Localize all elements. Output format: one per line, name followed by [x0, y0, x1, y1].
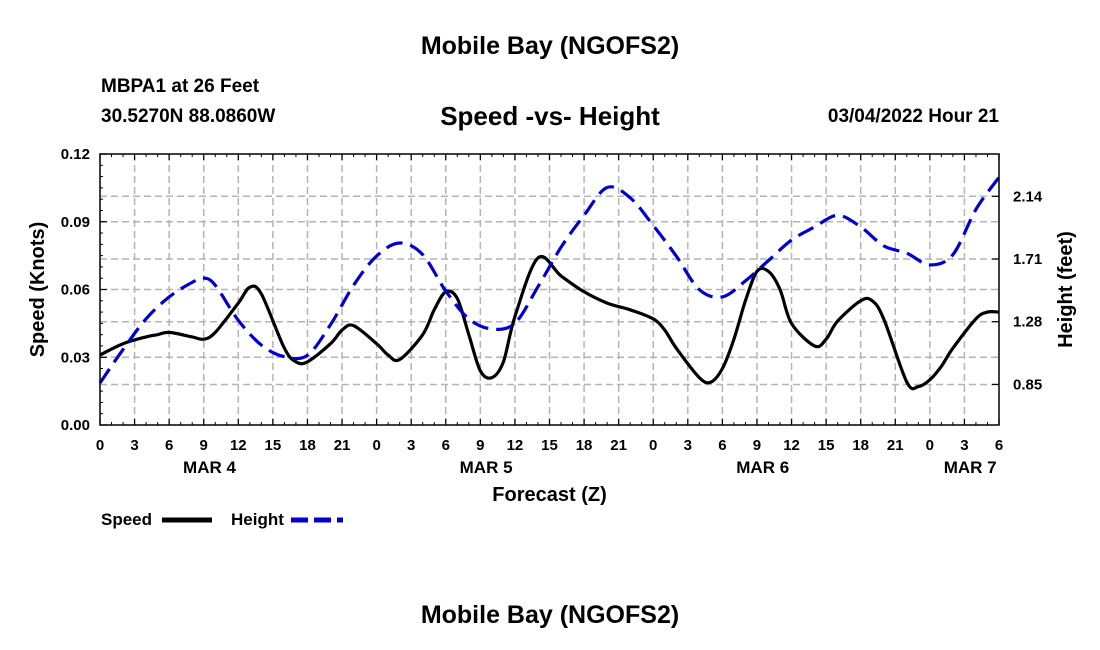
station-coords: 30.5270N 88.0860W	[101, 106, 276, 127]
day-label: MAR 5	[460, 458, 513, 477]
grid-lines	[100, 154, 999, 425]
x-tick-label: 12	[783, 437, 800, 454]
y2-tick-label: 1.28	[1013, 314, 1042, 331]
y2-tick-label: 2.14	[1013, 188, 1043, 205]
x-tick-label: 9	[753, 437, 761, 454]
x-tick-label: 6	[442, 437, 450, 454]
day-label: MAR 4	[183, 458, 236, 477]
y-tick-label: 0.09	[61, 214, 90, 231]
axis-labels: 0 3 6 9 12 15 18 21 0 3 6 9 12 15 18 21 0 3 6 9 12 15 18 21 0 3 6 0…	[27, 146, 1077, 506]
axis-ticks	[99, 153, 1000, 426]
x-tick-label: 15	[818, 437, 835, 454]
x-tick-label: 6	[995, 437, 1003, 454]
x-tick-label: 18	[852, 437, 869, 454]
y-tick-label: 0.03	[61, 349, 90, 366]
x-tick-label: 15	[265, 437, 282, 454]
y2-tick-label: 1.71	[1013, 251, 1042, 268]
x-tick-label: 3	[407, 437, 415, 454]
day-label: MAR 7	[944, 458, 997, 477]
x-tick-label: 21	[334, 437, 351, 454]
x-tick-label: 6	[165, 437, 173, 454]
legend-height-label: Height	[231, 510, 284, 529]
legend-speed-label: Speed	[101, 510, 152, 529]
y-axis-title: Speed (Knots)	[27, 222, 49, 358]
x-tick-label: 21	[887, 437, 904, 454]
legend: Speed Height	[101, 510, 343, 529]
x-tick-label: 9	[200, 437, 208, 454]
x-tick-label: 0	[649, 437, 657, 454]
x-tick-label: 3	[130, 437, 138, 454]
series-layer	[98, 176, 1001, 391]
y-tick-label: 0.00	[61, 417, 90, 434]
x-tick-label: 0	[372, 437, 380, 454]
station-label: MBPA1 at 26 Feet	[101, 76, 260, 97]
height-series-line	[98, 176, 1001, 384]
forecast-datetime: 03/04/2022 Hour 21	[827, 106, 999, 127]
footer-title: Mobile Bay (NGOFS2)	[420, 601, 680, 629]
x-tick-label: 18	[299, 437, 316, 454]
y2-axis-title: Height (feet)	[1055, 231, 1077, 348]
x-tick-label: 12	[507, 437, 524, 454]
x-axis-title: Forecast (Z)	[492, 484, 606, 506]
x-tick-label: 3	[684, 437, 692, 454]
x-tick-label: 18	[576, 437, 593, 454]
speed-series-line	[99, 254, 1000, 391]
x-tick-label: 12	[230, 437, 247, 454]
y2-tick-label: 0.85	[1013, 376, 1042, 393]
x-tick-label: 15	[541, 437, 558, 454]
y-tick-label: 0.12	[61, 146, 90, 163]
speed-height-chart: 0 3 6 9 12 15 18 21 0 3 6 9 12 15 18 21 0 3 6 9 12 15 18 21 0 3 6 0…	[27, 146, 1077, 529]
x-tick-label: 9	[476, 437, 484, 454]
day-label: MAR 6	[736, 458, 789, 477]
x-tick-label: 3	[960, 437, 968, 454]
x-tick-label: 21	[610, 437, 627, 454]
x-tick-label: 6	[718, 437, 726, 454]
y-tick-label: 0.06	[61, 282, 90, 299]
chart-subtitle: Speed -vs- Height	[440, 101, 660, 131]
x-tick-label: 0	[926, 437, 934, 454]
page-title: Mobile Bay (NGOFS2)	[420, 32, 680, 60]
x-tick-label: 0	[96, 437, 104, 454]
